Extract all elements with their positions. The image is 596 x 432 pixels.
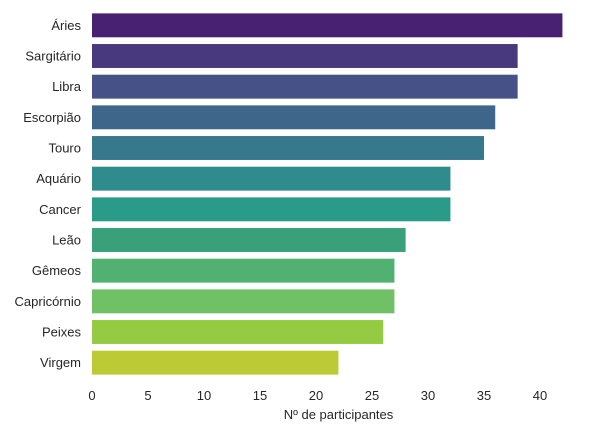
x-tick-label: 40 — [533, 388, 547, 403]
x-axis-label: Nº de participantes — [284, 407, 394, 422]
bar-9 — [92, 289, 395, 314]
y-tick-label: Cancer — [39, 202, 82, 217]
y-tick-label: Leão — [52, 233, 81, 248]
y-tick-label: Aquário — [36, 171, 81, 186]
bars-group — [92, 13, 563, 375]
bar-5 — [92, 166, 451, 191]
y-tick-labels: Áries Sargitário Libra Escorpião Touro Aquári… — [15, 18, 82, 370]
x-tick-label: 20 — [309, 388, 323, 403]
x-tick-label: 30 — [421, 388, 435, 403]
y-tick-label: Touro — [48, 141, 81, 156]
y-tick-label: Escorpião — [23, 110, 81, 125]
bar-8 — [92, 258, 395, 283]
bar-11 — [92, 350, 339, 375]
bar-1 — [92, 44, 518, 68]
y-tick-label: Áries — [51, 18, 81, 33]
bar-3 — [92, 105, 496, 130]
bar-10 — [92, 320, 384, 344]
x-tick-label: 10 — [197, 388, 211, 403]
x-tick-label: 15 — [253, 388, 267, 403]
x-tick-label: 0 — [88, 388, 95, 403]
x-tick-labels: 0 5 10 15 20 25 30 35 40 — [88, 388, 547, 403]
bar-2 — [92, 74, 518, 99]
y-tick-label: Libra — [52, 79, 82, 94]
y-tick-label: Sargitário — [25, 49, 81, 64]
bar-4 — [92, 136, 485, 160]
x-tick-label: 35 — [477, 388, 491, 403]
y-tick-label: Virgem — [40, 355, 81, 370]
y-tick-label: Capricórnio — [15, 294, 81, 309]
bar-6 — [92, 197, 451, 222]
x-tick-label: 25 — [365, 388, 379, 403]
bar-7 — [92, 228, 406, 252]
bar-0 — [92, 13, 563, 38]
x-tick-label: 5 — [144, 388, 151, 403]
y-tick-label: Peixes — [42, 325, 82, 340]
y-tick-label: Gêmeos — [32, 263, 82, 278]
